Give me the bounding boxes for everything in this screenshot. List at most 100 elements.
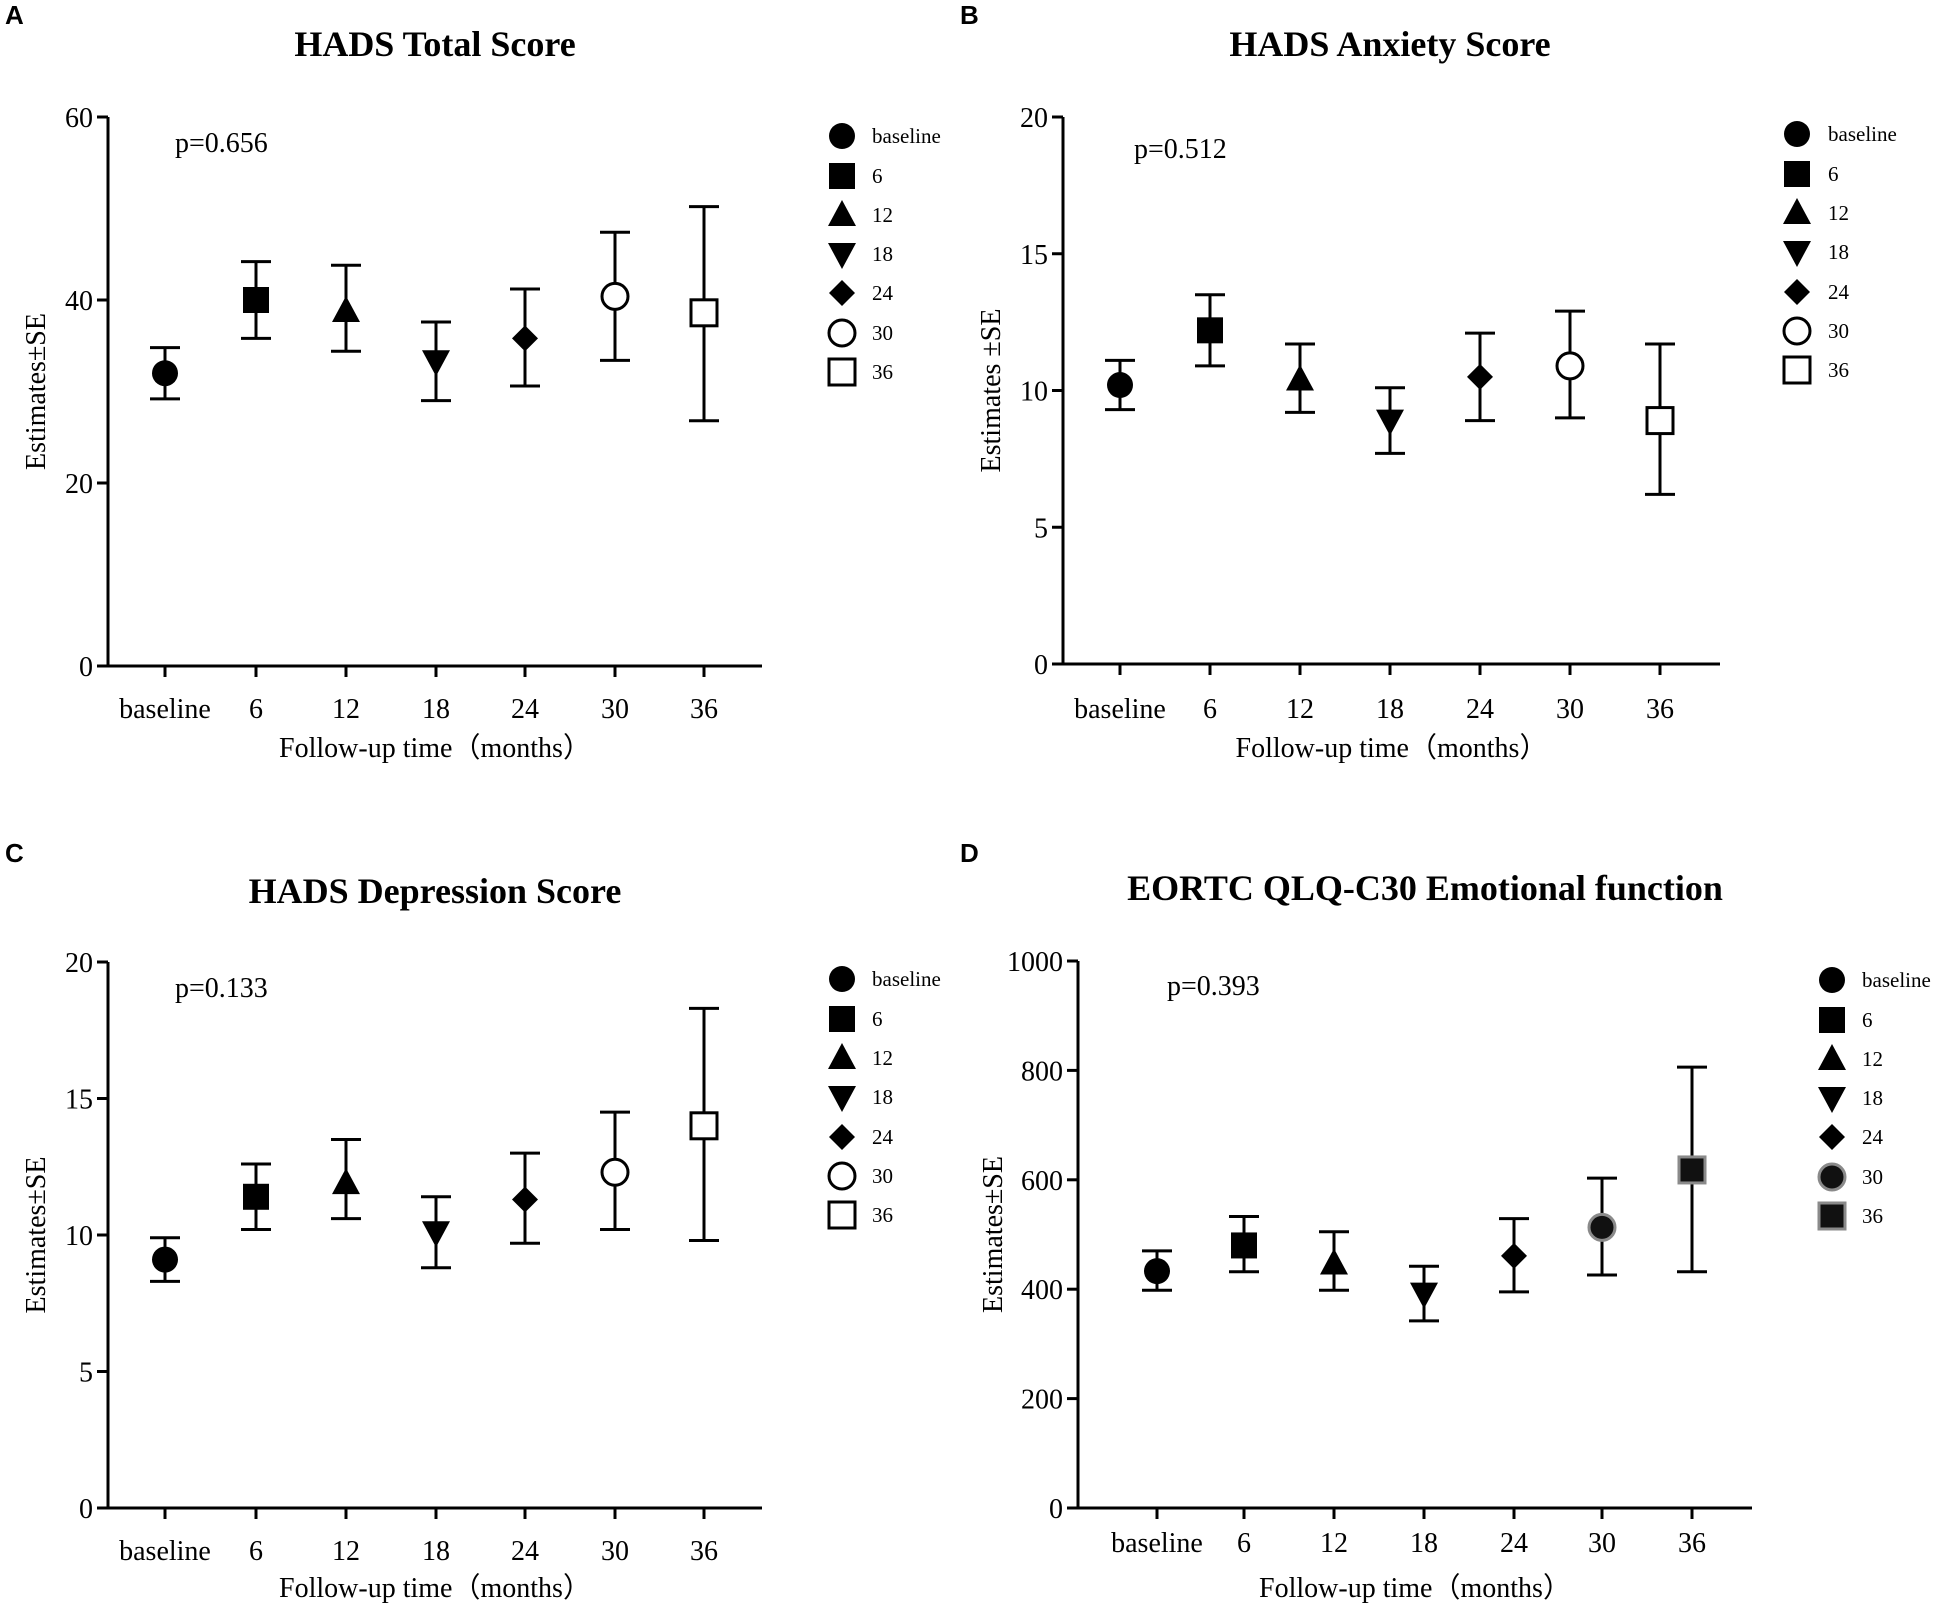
chart-title: EORTC QLQ-C30 Emotional function [1127, 868, 1723, 908]
data-point-36 [1677, 1155, 1707, 1185]
legend-marker [1819, 1124, 1845, 1150]
panel-a: A HADS Total Score 0 20 40 60 baseline 6 12 18 24 3… [5, 0, 941, 764]
legend-marker [1819, 1007, 1845, 1033]
y-tick-label: 15 [1020, 240, 1048, 271]
x-tick-label: baseline [119, 694, 211, 725]
legend-label: 36 [872, 360, 893, 384]
legend-label: 36 [1828, 358, 1849, 382]
legend-marker [828, 200, 856, 226]
x-tick-label: 6 [1237, 1528, 1251, 1559]
legend-label: 6 [872, 164, 883, 188]
legend-marker [1784, 279, 1810, 305]
data-point-18 [1376, 409, 1404, 436]
legend-label: 6 [872, 1007, 883, 1031]
legend-marker [827, 1161, 857, 1191]
x-tick-label: 36 [1678, 1528, 1706, 1559]
x-tick-label: 24 [1500, 1528, 1528, 1559]
legend-marker [1817, 1201, 1847, 1231]
legend-label: 12 [1862, 1047, 1883, 1071]
data-point-12 [332, 1168, 360, 1195]
legend-label: 24 [872, 1125, 894, 1149]
legend-label: 18 [872, 242, 893, 266]
y-tick-label: 1000 [1007, 947, 1063, 978]
x-tick-label: 6 [249, 1536, 263, 1567]
data-point-6 [1231, 1232, 1257, 1259]
legend-label: 36 [872, 1203, 893, 1227]
data-point-18 [1410, 1282, 1438, 1309]
data-point-6 [1197, 317, 1223, 344]
x-tick-label: 18 [1410, 1528, 1438, 1559]
panel-letter: C [5, 838, 24, 868]
y-tick-label: 60 [65, 103, 93, 134]
x-tick-label: 30 [601, 1536, 629, 1567]
data-point-30 [600, 281, 630, 311]
legend-marker [827, 357, 857, 387]
x-axis-label: Follow-up time（months） [279, 732, 591, 764]
y-axis-label: Estimates±SE [21, 313, 52, 470]
legend-label: 24 [1862, 1125, 1884, 1149]
x-axis-label: Follow-up time（months） [279, 1572, 591, 1603]
panel-letter: D [960, 838, 979, 868]
legend-label: 6 [1862, 1008, 1873, 1032]
legend-label: 12 [1828, 201, 1849, 225]
p-value: p=0.133 [175, 973, 268, 1004]
legend-label: 6 [1828, 162, 1839, 186]
legend-label: 30 [1862, 1165, 1883, 1189]
y-tick-label: 10 [1020, 377, 1048, 408]
x-tick-label: 6 [1203, 694, 1217, 725]
x-tick-label: 12 [1286, 694, 1314, 725]
p-value: p=0.656 [175, 128, 268, 159]
legend-label: 18 [1862, 1086, 1883, 1110]
data-point-12 [1320, 1248, 1348, 1275]
legend-marker [828, 1043, 856, 1069]
legend-marker [1782, 316, 1812, 346]
x-tick-label: 30 [1588, 1528, 1616, 1559]
legend-marker [1783, 241, 1811, 267]
data-point-6 [243, 287, 269, 313]
legend-marker [1817, 1162, 1847, 1192]
legend-label: 18 [1828, 240, 1849, 264]
data-point-30 [1555, 351, 1585, 381]
legend-marker [1819, 967, 1845, 993]
legend-label: baseline [1828, 122, 1897, 146]
panel-letter: B [960, 0, 979, 30]
y-tick-label: 200 [1021, 1385, 1063, 1416]
data-point-18 [422, 350, 450, 377]
data-point-baseline [152, 360, 178, 387]
legend-label: 24 [1828, 280, 1850, 304]
legend-label: 30 [1828, 319, 1849, 343]
y-tick-label: 0 [1049, 1494, 1063, 1525]
p-value: p=0.393 [1167, 971, 1260, 1002]
chart-title: HADS Total Score [294, 24, 575, 64]
legend-label: baseline [872, 124, 941, 148]
legend-label: 12 [872, 203, 893, 227]
x-tick-label: 24 [511, 694, 539, 725]
y-tick-label: 400 [1021, 1275, 1063, 1306]
panel-c: C HADS Depression Score 0 5 10 15 20 baseline 6 1… [5, 838, 941, 1603]
x-tick-label: 18 [422, 1536, 450, 1567]
x-tick-label: 36 [690, 694, 718, 725]
y-tick-label: 10 [65, 1221, 93, 1252]
y-tick-label: 600 [1021, 1166, 1063, 1197]
y-tick-label: 5 [79, 1358, 93, 1389]
legend-marker [1818, 1087, 1846, 1113]
y-tick-label: 20 [65, 469, 93, 500]
y-tick-label: 5 [1034, 513, 1048, 544]
legend-marker [829, 163, 855, 189]
data-point-6 [243, 1183, 269, 1210]
legend-marker [1784, 161, 1810, 187]
legend-label: 18 [872, 1085, 893, 1109]
data-point-24 [1467, 363, 1493, 390]
legend-marker [829, 123, 855, 149]
x-tick-label: 12 [1320, 1528, 1348, 1559]
y-tick-label: 800 [1021, 1056, 1063, 1087]
x-tick-label: 30 [1556, 694, 1584, 725]
x-tick-label: baseline [1074, 694, 1166, 725]
data-point-24 [1501, 1242, 1527, 1269]
legend-marker [829, 1124, 855, 1150]
legend-marker [1818, 1044, 1846, 1070]
x-tick-label: 24 [511, 1536, 539, 1567]
legend-marker [828, 1086, 856, 1112]
x-tick-label: 12 [332, 1536, 360, 1567]
